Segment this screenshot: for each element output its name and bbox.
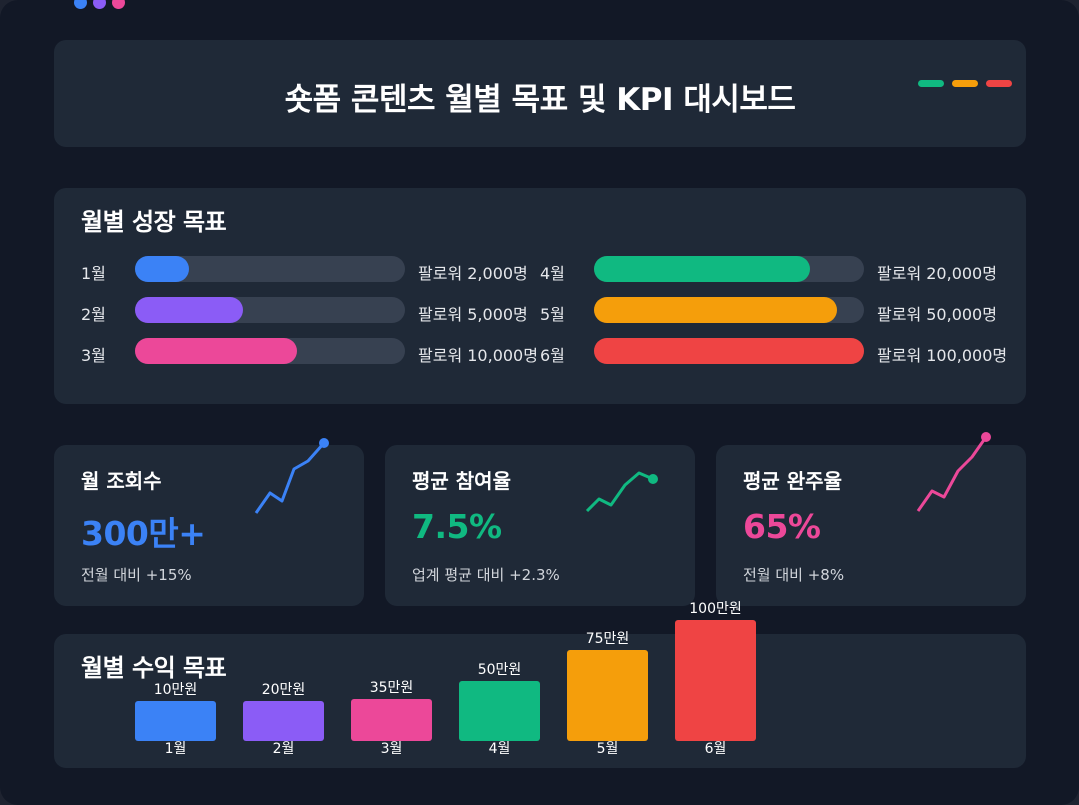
trend-sparkline-icon	[585, 471, 658, 513]
goal-target-label: 팔로워 10,000명	[418, 346, 538, 365]
window-dot[interactable]	[93, 0, 106, 9]
kpi-card-engagement: 평균 참여율 7.5% 업계 평균 대비 +2.3%	[385, 445, 695, 606]
revenue-value-label: 20만원	[261, 682, 306, 698]
revenue-card: 월별 수익 목표 10만원 1월 20만원 2월 35만원 3월 50만원 4월 75만원 5월 1…	[54, 601, 1026, 768]
revenue-bar[interactable]	[675, 620, 756, 741]
goal-target-label: 팔로워 2,000명	[418, 264, 528, 283]
revenue-value-label: 75만원	[585, 631, 630, 648]
growth-section-title: 월별 성장 목표	[81, 208, 227, 236]
goal-row: 5월 팔로워 50,000명	[54, 297, 1026, 325]
revenue-value-label: 100만원	[689, 601, 742, 617]
goal-row: 3월 팔로워 10,000명	[54, 338, 1026, 366]
goal-month-label: 4월	[540, 264, 565, 283]
revenue-month-label: 3월	[380, 741, 403, 757]
revenue-month-label: 6월	[704, 741, 727, 757]
goal-progress-track	[594, 338, 864, 364]
header-legend	[918, 80, 1012, 87]
goal-row: 6월 팔로워 100,000명	[54, 338, 1026, 366]
kpi-value: 7.5%	[412, 507, 502, 546]
legend-line-red	[986, 80, 1012, 87]
goal-month-label: 2월	[81, 305, 106, 324]
window-dots	[74, 0, 125, 9]
goal-progress-track	[135, 256, 405, 282]
header-card: 숏폼 콘텐츠 월별 목표 및 KPI 대시보드	[54, 40, 1026, 147]
goal-progress-track	[135, 297, 405, 323]
goal-month-label: 5월	[540, 305, 565, 324]
kpi-card-views: 월 조회수 300만+ 전월 대비 +15%	[54, 438, 364, 606]
sparkline-endpoint	[981, 432, 991, 442]
revenue-value-label: 10만원	[153, 682, 198, 698]
goal-target-label: 팔로워 50,000명	[877, 305, 997, 324]
goal-progress-fill	[594, 256, 810, 282]
goal-progress-track	[594, 256, 864, 282]
revenue-month-label: 2월	[272, 741, 295, 757]
revenue-bar[interactable]	[135, 701, 216, 741]
sparkline-endpoint	[648, 474, 658, 484]
revenue-month-label: 4월	[488, 741, 511, 757]
trend-sparkline-icon	[916, 432, 991, 512]
legend-line-green	[918, 80, 944, 87]
revenue-bar[interactable]	[243, 701, 324, 741]
goal-progress-fill	[135, 338, 297, 364]
revenue-bar[interactable]	[567, 650, 648, 741]
goal-month-label: 6월	[540, 346, 565, 365]
goal-row: 4월 팔로워 20,000명	[54, 256, 1026, 284]
sparkline-path	[585, 471, 654, 513]
sparkline-path	[254, 442, 326, 514]
kpi-label: 월 조회수	[81, 469, 162, 493]
page-title: 숏폼 콘텐츠 월별 목표 및 KPI 대시보드	[284, 82, 796, 118]
revenue-month-label: 1월	[164, 741, 187, 757]
goal-target-label: 팔로워 5,000명	[418, 305, 528, 324]
goal-progress-fill	[594, 338, 864, 364]
growth-goals-card: 월별 성장 목표 1월 팔로워 2,000명 2월 팔로워 5,000명 3월 팔로워 1…	[54, 188, 1026, 404]
revenue-value-label: 50만원	[477, 661, 522, 678]
goal-progress-track	[135, 338, 405, 364]
goal-progress-fill	[594, 297, 837, 323]
window-dot[interactable]	[112, 0, 125, 9]
goal-month-label: 3월	[81, 346, 106, 365]
kpi-label: 평균 완주율	[743, 469, 842, 493]
goal-row: 2월 팔로워 5,000명	[54, 297, 1026, 325]
legend-line-orange	[952, 80, 978, 87]
revenue-section-title: 월별 수익 목표	[81, 654, 227, 682]
goal-progress-fill	[135, 297, 243, 323]
trend-sparkline-icon	[254, 438, 329, 514]
kpi-value: 65%	[743, 507, 821, 546]
goal-target-label: 팔로워 100,000명	[877, 346, 1008, 365]
window-dot[interactable]	[74, 0, 87, 9]
kpi-value: 300만+	[81, 514, 206, 553]
kpi-card-completion: 평균 완주율 65% 전월 대비 +8%	[716, 432, 1026, 606]
sparkline-endpoint	[319, 438, 329, 448]
goal-progress-track	[594, 297, 864, 323]
kpi-change: 전월 대비 +8%	[743, 566, 845, 584]
revenue-bar[interactable]	[351, 698, 432, 741]
revenue-bar[interactable]	[459, 680, 540, 741]
revenue-value-label: 35만원	[369, 679, 414, 696]
sparkline-path	[916, 436, 988, 512]
kpi-change: 전월 대비 +15%	[81, 566, 192, 584]
goal-target-label: 팔로워 20,000명	[877, 264, 997, 283]
goal-row: 1월 팔로워 2,000명	[54, 256, 1026, 284]
goal-month-label: 1월	[81, 264, 106, 283]
kpi-change: 업계 평균 대비 +2.3%	[412, 566, 560, 584]
goal-progress-fill	[135, 256, 189, 282]
revenue-month-label: 5월	[596, 741, 619, 757]
kpi-label: 평균 참여율	[412, 469, 511, 493]
